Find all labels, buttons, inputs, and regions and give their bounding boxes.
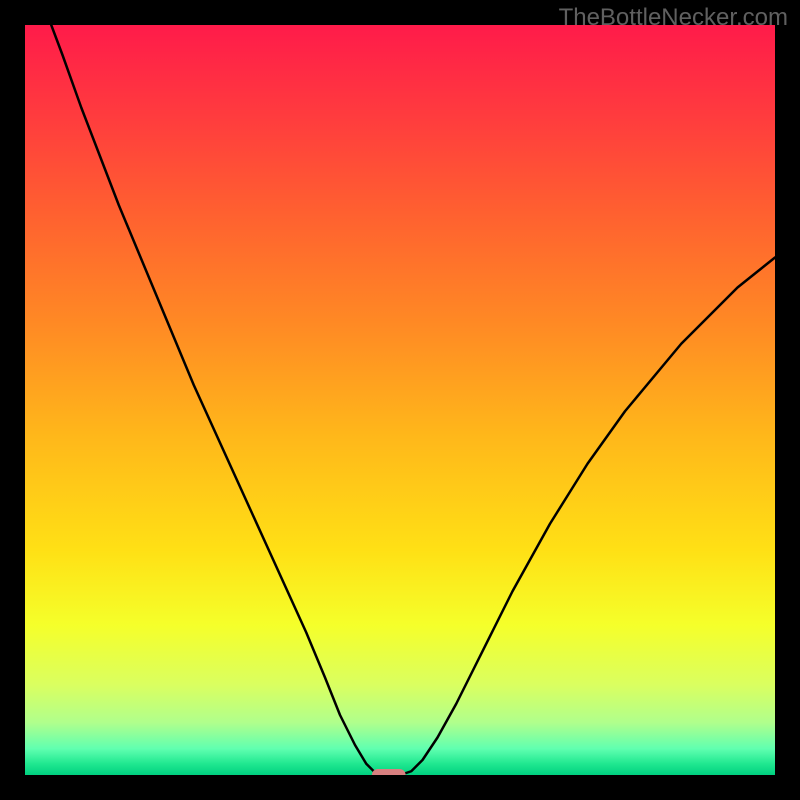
plot-area (25, 25, 775, 775)
optimal-marker (372, 769, 406, 775)
watermark-label: TheBottleNecker.com (559, 4, 788, 32)
chart-svg (25, 25, 775, 775)
gradient-background (25, 25, 775, 775)
chart-container: TheBottleNecker.com (0, 0, 800, 800)
